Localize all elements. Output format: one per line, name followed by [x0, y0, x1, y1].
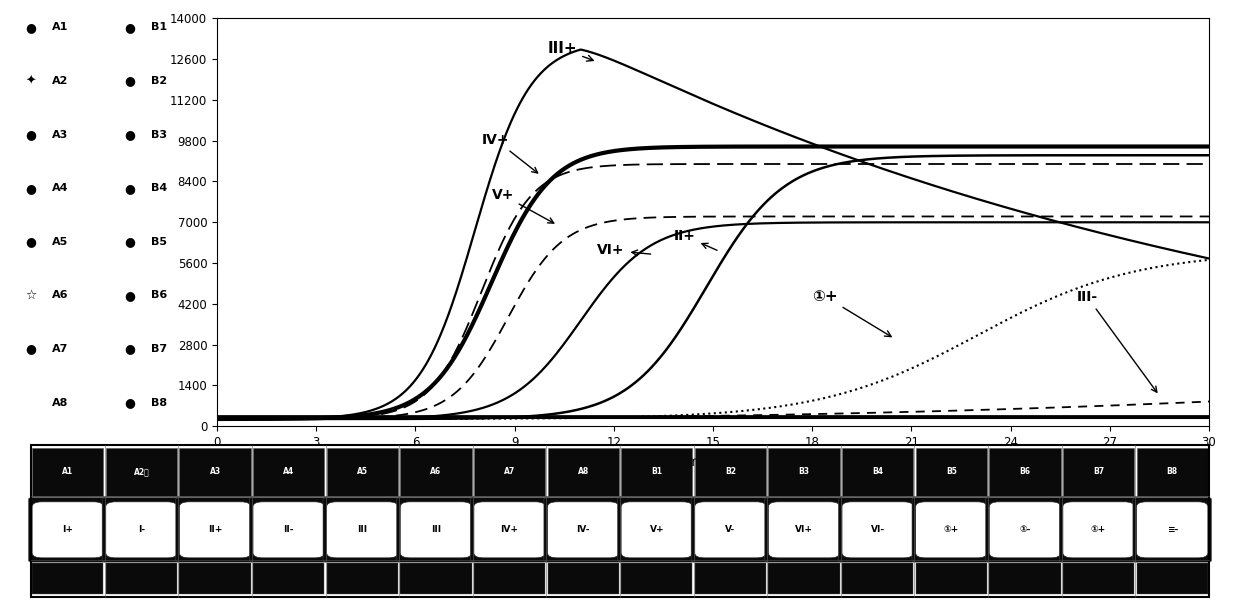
- Text: A4: A4: [52, 183, 68, 193]
- Text: B5: B5: [151, 237, 167, 247]
- Text: B4: B4: [151, 183, 167, 193]
- Text: ●: ●: [125, 342, 135, 356]
- X-axis label: Time (min): Time (min): [671, 454, 755, 468]
- Text: A4: A4: [283, 468, 294, 476]
- Text: ●: ●: [26, 235, 36, 248]
- Text: B2: B2: [725, 468, 735, 476]
- Text: A6: A6: [430, 468, 441, 476]
- Text: ●: ●: [125, 21, 135, 34]
- Text: ●: ●: [26, 181, 36, 195]
- Text: A8: A8: [52, 398, 68, 407]
- Text: A5: A5: [52, 237, 68, 247]
- Text: A5: A5: [357, 468, 368, 476]
- Text: B5: B5: [946, 468, 957, 476]
- Text: ●: ●: [125, 74, 135, 88]
- Text: II+: II+: [673, 229, 717, 250]
- Text: ✦: ✦: [26, 74, 36, 88]
- Text: ●: ●: [125, 235, 135, 248]
- Text: ①+: ①+: [944, 526, 959, 534]
- Text: B7: B7: [1092, 468, 1104, 476]
- Text: I+: I+: [62, 526, 73, 534]
- Text: ①-: ①-: [1019, 526, 1030, 534]
- Text: A1: A1: [62, 468, 73, 476]
- Text: B8: B8: [151, 398, 167, 407]
- Text: B3: B3: [151, 130, 167, 139]
- Text: A8: A8: [578, 468, 589, 476]
- Text: A6: A6: [52, 290, 68, 300]
- Text: A2测: A2测: [134, 468, 149, 476]
- Text: VI-: VI-: [870, 526, 885, 534]
- Text: B1: B1: [651, 468, 662, 476]
- Text: V+: V+: [491, 188, 554, 223]
- Text: III+: III+: [548, 41, 593, 61]
- Text: ●: ●: [125, 396, 135, 409]
- Text: A2: A2: [52, 76, 68, 86]
- Text: A7: A7: [52, 344, 68, 354]
- Text: B2: B2: [151, 76, 167, 86]
- Text: ①+: ①+: [1091, 526, 1106, 534]
- Text: ●: ●: [26, 128, 36, 141]
- Text: B8: B8: [1167, 468, 1178, 476]
- Text: VI+: VI+: [795, 526, 813, 534]
- Text: A3: A3: [210, 468, 221, 476]
- Text: B3: B3: [799, 468, 810, 476]
- Text: IV+: IV+: [501, 526, 518, 534]
- Text: II-: II-: [284, 526, 294, 534]
- Text: III: III: [357, 526, 367, 534]
- Text: IV+: IV+: [481, 133, 538, 173]
- Text: A1: A1: [52, 23, 68, 32]
- Text: ●: ●: [125, 289, 135, 302]
- Text: III-: III-: [1076, 290, 1157, 392]
- Text: B7: B7: [151, 344, 167, 354]
- Text: VI+: VI+: [598, 244, 651, 258]
- Text: B6: B6: [151, 290, 167, 300]
- Text: B1: B1: [151, 23, 167, 32]
- Text: ☆: ☆: [25, 289, 37, 302]
- Text: B6: B6: [1019, 468, 1030, 476]
- Text: ①+: ①+: [812, 289, 892, 337]
- Text: II+: II+: [208, 526, 222, 534]
- Text: ●: ●: [125, 128, 135, 141]
- Text: V+: V+: [650, 526, 665, 534]
- Text: IV-: IV-: [577, 526, 590, 534]
- Text: B4: B4: [872, 468, 883, 476]
- Text: A3: A3: [52, 130, 68, 139]
- Text: ●: ●: [26, 342, 36, 356]
- Text: ●: ●: [26, 21, 36, 34]
- Text: V-: V-: [725, 526, 735, 534]
- Text: ≡-: ≡-: [1167, 526, 1178, 534]
- Text: III: III: [430, 526, 441, 534]
- Text: ●: ●: [125, 181, 135, 195]
- Text: A7: A7: [503, 468, 515, 476]
- Text: I-: I-: [138, 526, 145, 534]
